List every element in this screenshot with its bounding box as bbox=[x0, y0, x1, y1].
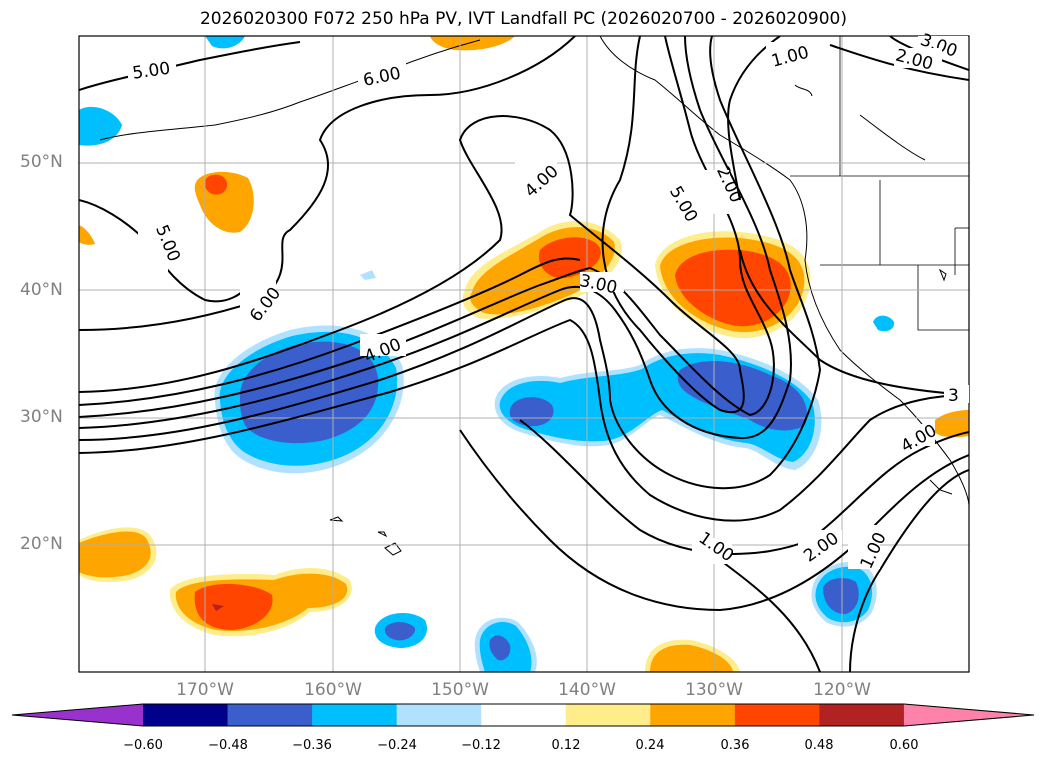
lon-label-170w: 170°W bbox=[176, 680, 234, 700]
lat-label-50n: 50°N bbox=[20, 152, 63, 172]
contour-label: 3 bbox=[948, 386, 959, 406]
colorbar-tick-label: −0.48 bbox=[208, 738, 248, 753]
pv-contours bbox=[79, 36, 969, 672]
colorbar-segment bbox=[312, 704, 398, 726]
pv-anomaly-positive bbox=[79, 225, 95, 245]
lon-label-160w: 160°W bbox=[304, 680, 362, 700]
lat-label-40n: 40°N bbox=[20, 280, 63, 300]
pv-anomaly-negative bbox=[509, 397, 554, 427]
lon-label-120w: 120°W bbox=[813, 680, 871, 700]
pv-anomaly-positive bbox=[470, 227, 615, 315]
positive-anomaly-fills bbox=[79, 36, 969, 672]
lat-label-20n: 20°N bbox=[20, 534, 63, 554]
colorbar-tick-label: 0.48 bbox=[804, 738, 834, 753]
colorbar-segment bbox=[734, 704, 820, 726]
contour-label: 5.00 bbox=[131, 59, 171, 84]
pv-anomaly-negative bbox=[360, 270, 376, 280]
colorbar bbox=[11, 703, 1035, 727]
colorbar-tick-label: −0.36 bbox=[292, 738, 332, 753]
colorbar-tick-label: −0.24 bbox=[377, 738, 417, 753]
colorbar-segment bbox=[565, 704, 651, 726]
colorbar-tick-label: 0.36 bbox=[720, 738, 750, 753]
pv-anomaly-negative bbox=[489, 635, 511, 661]
political-borders bbox=[790, 36, 969, 331]
lon-label-150w: 150°W bbox=[431, 680, 489, 700]
pv-anomaly-positive bbox=[194, 584, 273, 630]
lat-label-30n: 30°N bbox=[20, 407, 63, 427]
negative-anomaly-fills bbox=[79, 36, 895, 672]
colorbar-tick-label: −0.12 bbox=[461, 738, 501, 753]
pv-anomaly-negative bbox=[873, 315, 895, 332]
colorbar-segment bbox=[819, 704, 905, 726]
colorbar-tick-label: 0.24 bbox=[635, 738, 665, 753]
pv-anomaly-negative bbox=[823, 578, 859, 615]
pv-anomaly-positive bbox=[935, 410, 969, 438]
colorbar-segment bbox=[227, 704, 313, 726]
colorbar-segment bbox=[396, 704, 482, 726]
pv-anomaly-positive bbox=[204, 174, 228, 195]
colorbar-outline bbox=[11, 703, 1035, 727]
pv-anomaly-positive bbox=[675, 249, 791, 327]
colorbar-tick-label: 0.12 bbox=[551, 738, 581, 753]
lon-label-130w: 130°W bbox=[685, 680, 743, 700]
colorbar-tick-label: −0.60 bbox=[123, 738, 163, 753]
colorbar-segment bbox=[481, 704, 567, 726]
map-title: 2026020300 F072 250 hPa PV, IVT Landfall… bbox=[199, 9, 847, 29]
colorbar-tick-label: 0.60 bbox=[889, 738, 919, 753]
pv-anomaly-negative bbox=[384, 622, 416, 641]
colorbar-segment bbox=[650, 704, 736, 726]
pv-anomaly-positive bbox=[79, 531, 151, 578]
pv-anomaly-negative bbox=[205, 36, 245, 49]
pv-anomaly-negative bbox=[79, 106, 122, 146]
colorbar-extend-max bbox=[903, 704, 1034, 726]
pv-anomaly-negative bbox=[677, 360, 807, 431]
pv-anomaly-positive bbox=[212, 604, 224, 611]
lon-label-140w: 140°W bbox=[558, 680, 616, 700]
colorbar-segment bbox=[143, 704, 229, 726]
map-frame bbox=[78, 35, 970, 673]
pv-anomaly-positive bbox=[650, 644, 733, 672]
pv-anomaly-positive bbox=[430, 36, 515, 51]
colorbar-extend-min bbox=[12, 704, 143, 726]
